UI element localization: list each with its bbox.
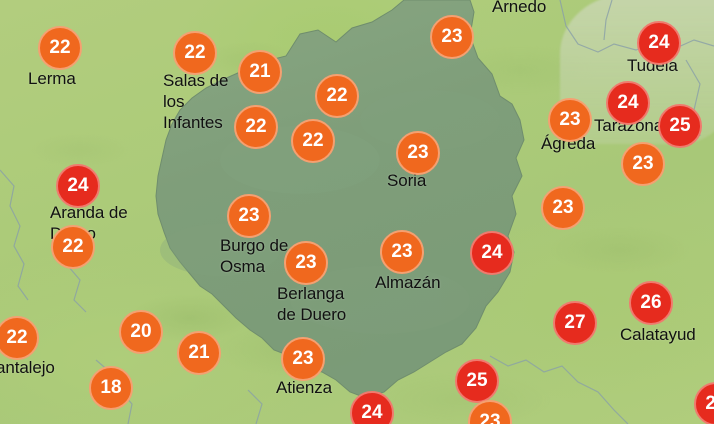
- temp-value: 24: [617, 92, 639, 113]
- temp-badge-salas[interactable]: 22: [173, 31, 217, 75]
- temp-value: 22: [326, 85, 348, 106]
- temp-badge-west-18[interactable]: 18: [89, 366, 133, 410]
- temp-badge-east-24d[interactable]: 24: [470, 231, 514, 275]
- temp-value: 23: [407, 142, 429, 163]
- city-label-Tarazona: Tarazona: [594, 116, 664, 135]
- city-label-Calatayud: Calatayud: [620, 325, 696, 344]
- temp-badge-burgo-23[interactable]: 23: [227, 194, 271, 238]
- temp-badge-tudela-24[interactable]: 24: [637, 21, 681, 65]
- temp-value: 23: [295, 252, 317, 273]
- city-label-Salas-de-los-Infantes: Salas de los Infantes: [163, 71, 229, 132]
- city-label-Burgo-de-Osma: Burgo de Osma: [220, 236, 289, 276]
- temp-value: 22: [49, 37, 71, 58]
- temp-value: 23: [632, 153, 654, 174]
- temp-badge-almazan-23[interactable]: 23: [380, 230, 424, 274]
- temp-value: 23: [552, 197, 574, 218]
- temp-badge-calatayud-26[interactable]: 26: [629, 281, 673, 325]
- temp-badge-soria-23[interactable]: 23: [396, 131, 440, 175]
- temp-badge-berlanga-23[interactable]: 23: [284, 241, 328, 285]
- temp-badge-southwest-27[interactable]: 27: [553, 301, 597, 345]
- city-label-Berlanga-de-Duero: Berlanga de Duero: [277, 284, 347, 324]
- temp-value: 23: [292, 348, 314, 369]
- temp-value: 22: [302, 130, 324, 151]
- city-label-Almazan: Almazán: [375, 273, 441, 292]
- temp-value: 22: [184, 42, 206, 63]
- temp-value: 23: [479, 411, 501, 424]
- temp-badge-arnedo-23[interactable]: 23: [430, 15, 474, 59]
- city-label-Lerma: Lerma: [28, 69, 76, 88]
- temp-value: 22: [6, 327, 28, 348]
- temp-value: 26: [640, 292, 662, 313]
- temp-badge-center-22[interactable]: 22: [291, 119, 335, 163]
- temp-value: 22: [245, 116, 267, 137]
- temp-value: 24: [648, 32, 670, 53]
- city-label-Cantalejo: antalejo: [0, 358, 55, 377]
- temp-value: 25: [669, 115, 691, 136]
- temp-value: 27: [564, 312, 586, 333]
- temp-value: 21: [249, 61, 271, 82]
- temp-value: 22: [62, 236, 84, 257]
- temp-value: 23: [559, 109, 581, 130]
- city-label-Agreda: Ágreda: [541, 134, 596, 153]
- temp-value: 20: [130, 321, 152, 342]
- city-label-Atienza: Atienza: [276, 378, 333, 397]
- temp-badge-infantes-22[interactable]: 22: [234, 105, 278, 149]
- temp-badge-lerma[interactable]: 22: [38, 26, 82, 70]
- temp-badge-east-23c[interactable]: 23: [541, 186, 585, 230]
- temp-value: 18: [100, 377, 122, 398]
- temp-badge-east-23b[interactable]: 23: [621, 142, 665, 186]
- temp-value: 21: [188, 342, 210, 363]
- temp-value: 24: [361, 402, 383, 423]
- temp-badge-tarazona-24[interactable]: 24: [606, 81, 650, 125]
- temp-badge-atienza-23[interactable]: 23: [281, 337, 325, 381]
- temp-value: 23: [441, 26, 463, 47]
- temp-badge-north-22a[interactable]: 22: [315, 74, 359, 118]
- temp-value: 24: [481, 242, 503, 263]
- temp-value: 24: [67, 175, 89, 196]
- temp-badge-west-21[interactable]: 21: [177, 331, 221, 375]
- temp-badge-agreda-23[interactable]: 23: [548, 98, 592, 142]
- city-label-Soria: Soria: [387, 171, 427, 190]
- temp-badge-aranda-24[interactable]: 24: [56, 164, 100, 208]
- temp-value: 23: [238, 205, 260, 226]
- temp-value: 25: [466, 370, 488, 391]
- temp-badge-south-25[interactable]: 25: [455, 359, 499, 403]
- temp-badge-east-25[interactable]: 25: [658, 104, 702, 148]
- city-label-Arnedo: Arnedo: [492, 0, 547, 16]
- temp-badge-aranda-22[interactable]: 22: [51, 225, 95, 269]
- temp-value: 23: [391, 241, 413, 262]
- temp-badge-west-20[interactable]: 20: [119, 310, 163, 354]
- temp-value: 27: [705, 393, 714, 414]
- temp-badge-north-21[interactable]: 21: [238, 50, 282, 94]
